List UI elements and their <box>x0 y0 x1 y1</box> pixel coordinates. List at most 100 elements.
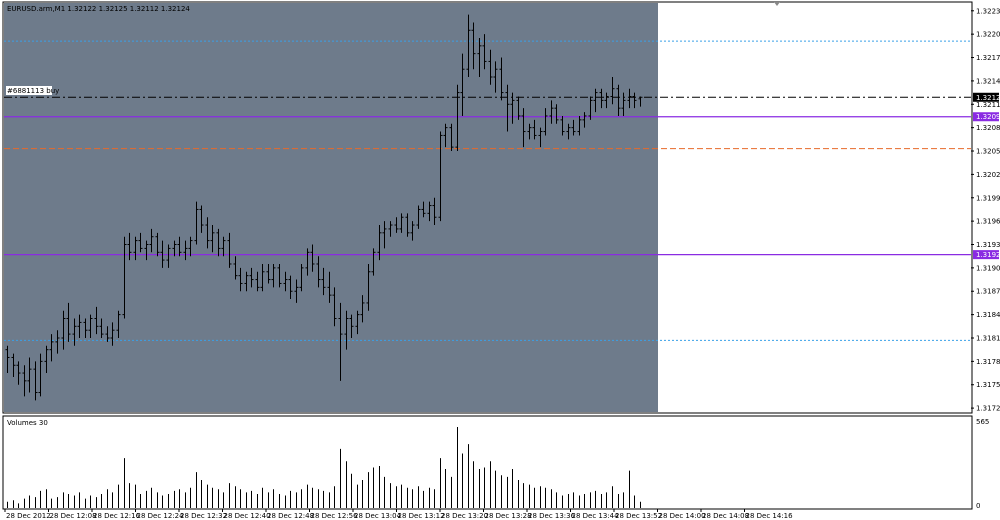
ohlc-bar <box>233 256 238 280</box>
price-tick-label: 1.32205 <box>976 31 1000 39</box>
ohlc-bar <box>571 119 576 136</box>
ohlc-bar <box>172 240 177 257</box>
ohlc-bar <box>271 263 276 288</box>
ohlc-bar <box>160 240 165 268</box>
ohlc-bar <box>238 267 243 292</box>
ohlc-bar <box>344 310 349 350</box>
price-tick-label: 1.31875 <box>976 288 1000 296</box>
ohlc-bar <box>27 357 32 393</box>
price-tick-label: 1.31935 <box>976 241 1000 249</box>
ohlc-bar <box>527 123 532 140</box>
ohlc-bar <box>632 92 637 109</box>
ohlc-bar <box>221 236 226 257</box>
ohlc-bar <box>482 34 487 70</box>
ohlc-bar <box>116 310 121 338</box>
ohlc-bar <box>299 263 304 292</box>
volume-pane[interactable]: Volumes 30 565 0 <box>2 415 989 510</box>
time-tick-label: 28 Dec 12:56 <box>311 512 359 520</box>
ohlc-bar <box>432 197 437 226</box>
bid-price-tag: 1.32124 <box>976 94 1000 102</box>
ohlc-bar <box>94 306 99 335</box>
ohlc-bar <box>110 322 115 346</box>
ohlc-bar <box>283 271 288 292</box>
ohlc-bar <box>155 232 160 257</box>
ohlc-bar <box>405 213 410 237</box>
ohlc-bar <box>438 131 443 222</box>
ohlc-bar <box>516 96 521 120</box>
time-tick-label: 28 Dec 13:52 <box>615 512 662 520</box>
ohlc-bar <box>543 108 548 136</box>
ohlc-bar <box>377 225 382 261</box>
ohlc-bar <box>44 345 49 374</box>
ohlc-bar <box>421 201 426 218</box>
purple-high-price-tag: 1.32099 <box>976 113 1000 121</box>
price-tick-label: 1.31815 <box>976 334 1000 342</box>
ohlc-bar <box>499 57 504 101</box>
ohlc-bar <box>49 334 54 362</box>
ohlc-bar <box>332 287 337 327</box>
ohlc-bar <box>510 92 515 124</box>
price-axis: 1.32235 1.32205 1.32175 1.32145 1.32115 1.320… <box>971 7 1000 413</box>
ohlc-bar <box>266 263 271 284</box>
volume-scale-min: 0 <box>976 502 980 510</box>
ohlc-bar <box>599 88 604 109</box>
price-tick-label: 1.31785 <box>976 358 1000 366</box>
price-tick-label: 1.32025 <box>976 171 1000 179</box>
ohlc-bar <box>493 61 498 93</box>
ohlc-bar <box>416 205 421 229</box>
purple-high-price-tag-bg <box>973 112 999 122</box>
ohlc-bar <box>566 123 571 140</box>
ohlc-bar <box>122 236 127 319</box>
ohlc-bar <box>88 314 93 338</box>
ohlc-bar <box>133 236 138 261</box>
ohlc-bar <box>455 84 460 152</box>
ohlc-bar <box>449 123 454 152</box>
scroll-marker-icon[interactable] <box>774 2 780 6</box>
time-tick-label: 28 Dec 12:40 <box>224 512 271 520</box>
time-tick-label: 28 Dec 13:28 <box>485 512 532 520</box>
ohlc-bar <box>538 127 543 148</box>
ohlc-bar <box>604 92 609 109</box>
volume-label: Volumes 30 <box>7 419 48 427</box>
ohlc-bar <box>277 263 282 288</box>
order-label[interactable]: #6881113 buy <box>7 87 59 95</box>
ohlc-bar <box>99 318 104 338</box>
price-tick-label: 1.32085 <box>976 124 1000 132</box>
ohlc-bar <box>560 115 565 136</box>
horizontal-levels[interactable] <box>4 40 971 341</box>
purple-low-price-tag-bg <box>973 250 999 260</box>
ohlc-bar <box>249 267 254 288</box>
ohlc-bar <box>255 271 260 292</box>
ohlc-bar <box>22 365 27 397</box>
ohlc-bar <box>616 84 621 116</box>
volume-pane-bg <box>2 415 973 510</box>
ohlc-bar <box>371 248 376 276</box>
ohlc-bar <box>410 221 415 241</box>
ohlc-bar <box>33 361 38 401</box>
order-label-bg <box>6 86 52 95</box>
time-tick-label: 28 Dec 13:12 <box>398 512 445 520</box>
time-tick-label: 28 Dec 13:44 <box>572 512 620 520</box>
time-tick-label: 28 Dec 13:20 <box>441 512 488 520</box>
price-tick-label: 1.31755 <box>976 381 1000 389</box>
time-tick-label: 28 Dec 12:24 <box>137 512 185 520</box>
ohlc-bar <box>399 213 404 233</box>
ohlc-bar <box>621 92 626 116</box>
purple-low-price-tag: 1.31922 <box>976 251 1000 259</box>
price-tick-label: 1.32055 <box>976 148 1000 156</box>
time-tick-label: 28 Dec 14:00 <box>659 512 706 520</box>
ohlc-bar <box>244 271 249 292</box>
ohlc-bar <box>610 77 615 105</box>
time-tick-label: 28 Dec 12:16 <box>93 512 141 520</box>
ohlc-bar <box>138 232 143 253</box>
ohlc-bar <box>327 271 332 303</box>
time-tick-label: 28 Dec 13:36 <box>528 512 576 520</box>
ohlc-bar <box>105 326 110 342</box>
ohlc-bar <box>55 330 60 354</box>
price-pane[interactable]: EURUSD.arm,M1 1.32122 1.32125 1.32112 1.… <box>2 1 973 414</box>
ohlc-bar <box>388 221 393 237</box>
ohlc-bar <box>316 256 321 288</box>
ohlc-bar <box>593 88 598 113</box>
